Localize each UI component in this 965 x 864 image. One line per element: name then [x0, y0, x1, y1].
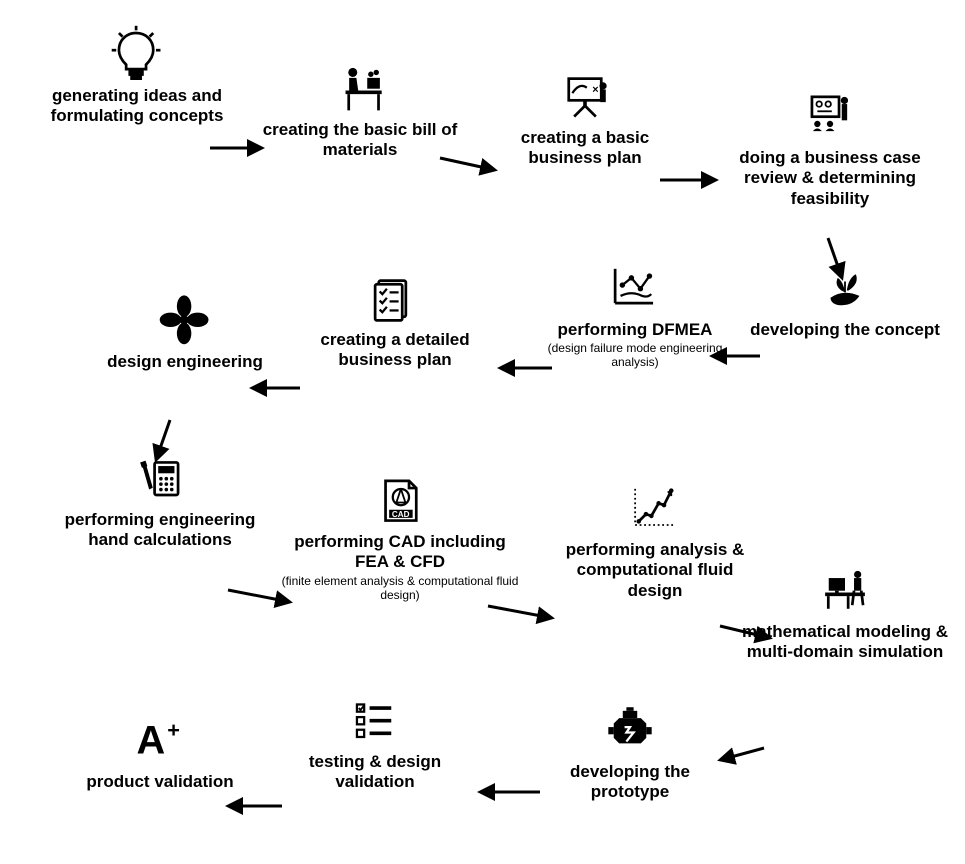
node-label: performing engineering hand calculations: [60, 510, 260, 551]
flow-node-n15: product validation: [70, 710, 250, 792]
flow-node-n9: performing engineering hand calculations: [60, 448, 260, 551]
node-label: testing & design validation: [270, 752, 480, 793]
flow-node-n10: performing CAD including FEA & CFD(finit…: [280, 470, 520, 602]
lightbulb-icon: [109, 24, 165, 80]
flow-node-n4: doing a business case review & determini…: [715, 86, 945, 209]
node-label: creating a basic business plan: [490, 128, 680, 169]
flow-node-n7: creating a detailed business plan: [290, 268, 500, 371]
node-label: mathematical modeling & multi-domain sim…: [740, 622, 950, 663]
node-label: developing the prototype: [530, 762, 730, 803]
node-label: performing analysis & computational flui…: [550, 540, 760, 601]
node-label: generating ideas and formulating concept…: [42, 86, 232, 127]
testlist-icon: [347, 690, 403, 746]
checklist-icon: [367, 268, 423, 324]
engine-icon: [602, 700, 658, 756]
aplus-icon: [132, 710, 188, 766]
desk-icon: [332, 58, 388, 114]
node-sublabel: (design failure mode engineering analysi…: [540, 342, 730, 370]
node-label: developing the concept: [750, 320, 940, 340]
flow-node-n13: developing the prototype: [530, 700, 730, 803]
flow-node-n8: design engineering: [100, 290, 270, 372]
calc-icon: [132, 448, 188, 504]
flow-node-n11: performing analysis & computational flui…: [550, 478, 760, 601]
flow-node-n1: generating ideas and formulating concept…: [42, 24, 232, 127]
node-label: doing a business case review & determini…: [715, 148, 945, 209]
arrow-9: [488, 606, 552, 618]
fan-icon: [157, 290, 213, 346]
node-label: design engineering: [107, 352, 263, 372]
chart-icon: [607, 258, 663, 314]
node-label: performing DFMEA: [558, 320, 713, 340]
node-label: creating a detailed business plan: [290, 330, 500, 371]
linegraph-icon: [627, 478, 683, 534]
node-label: performing CAD including FEA & CFD: [280, 532, 520, 573]
node-label: product validation: [86, 772, 233, 792]
flow-node-n3: creating a basic business plan: [490, 66, 680, 169]
flow-node-n14: testing & design validation: [270, 690, 480, 793]
workstation-icon: [817, 560, 873, 616]
node-sublabel: (finite element analysis & computational…: [280, 575, 520, 603]
presentation-icon: [802, 86, 858, 142]
flow-node-n12: mathematical modeling & multi-domain sim…: [740, 560, 950, 663]
flow-node-n5: developing the concept: [750, 258, 940, 340]
node-label: creating the basic bill of materials: [260, 120, 460, 161]
cad-icon: [372, 470, 428, 526]
flow-node-n6: performing DFMEA(design failure mode eng…: [540, 258, 730, 370]
growth-icon: [817, 258, 873, 314]
flow-node-n2: creating the basic bill of materials: [260, 58, 460, 161]
board-icon: [557, 66, 613, 122]
